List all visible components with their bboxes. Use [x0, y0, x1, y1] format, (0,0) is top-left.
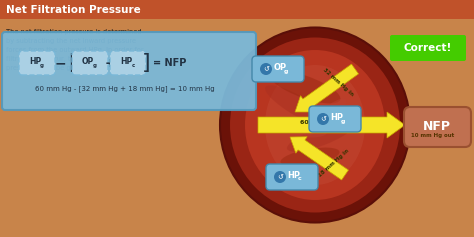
Text: g: g [40, 63, 44, 68]
Text: +: + [105, 56, 115, 69]
Text: HP: HP [120, 56, 132, 65]
FancyArrow shape [290, 137, 348, 180]
Text: 60 mm Hg - [32 mm Hg + 18 mm Hg] = 10 mm Hg: 60 mm Hg - [32 mm Hg + 18 mm Hg] = 10 mm… [35, 86, 215, 92]
Ellipse shape [265, 85, 335, 129]
Text: HP: HP [288, 170, 301, 179]
Text: HP: HP [29, 56, 41, 65]
FancyBboxPatch shape [19, 51, 55, 75]
Text: OP: OP [273, 63, 287, 72]
Text: 10 mm Hg out: 10 mm Hg out [411, 132, 455, 137]
Ellipse shape [220, 27, 410, 223]
FancyArrow shape [258, 112, 405, 138]
FancyArrow shape [405, 116, 460, 134]
Text: OP: OP [82, 56, 94, 65]
Ellipse shape [245, 50, 385, 200]
FancyBboxPatch shape [2, 32, 256, 110]
FancyArrow shape [295, 64, 358, 112]
Ellipse shape [287, 122, 353, 152]
FancyBboxPatch shape [72, 51, 108, 75]
Text: NFP: NFP [423, 120, 451, 133]
Text: ↺: ↺ [263, 66, 269, 72]
Ellipse shape [260, 63, 272, 75]
Ellipse shape [317, 113, 329, 125]
Text: ]: ] [142, 53, 150, 73]
FancyBboxPatch shape [266, 164, 318, 190]
Text: g: g [341, 118, 345, 123]
Text: g: g [284, 68, 288, 73]
Ellipse shape [274, 171, 286, 183]
Text: ↺: ↺ [277, 174, 283, 180]
FancyBboxPatch shape [110, 51, 146, 75]
Text: 18 mm Hg in: 18 mm Hg in [318, 148, 350, 178]
FancyBboxPatch shape [390, 35, 466, 61]
Ellipse shape [270, 71, 340, 104]
FancyBboxPatch shape [0, 0, 474, 19]
Text: 60 mm Hg out: 60 mm Hg out [300, 119, 350, 124]
FancyBboxPatch shape [252, 56, 304, 82]
FancyBboxPatch shape [404, 107, 471, 147]
Text: −: − [54, 56, 66, 70]
Text: HP: HP [330, 113, 344, 122]
Text: ↺: ↺ [320, 116, 326, 122]
Text: [: [ [68, 53, 76, 73]
Text: Correct!: Correct! [404, 43, 452, 53]
Text: = NFP: = NFP [153, 58, 187, 68]
Ellipse shape [265, 65, 365, 185]
Text: 32 mm Hg in: 32 mm Hg in [322, 67, 354, 97]
Ellipse shape [281, 148, 339, 166]
Ellipse shape [263, 117, 327, 137]
Ellipse shape [303, 98, 346, 136]
Text: Net Filtration Pressure: Net Filtration Pressure [6, 5, 141, 15]
Ellipse shape [230, 37, 400, 213]
Text: c: c [298, 177, 302, 182]
Text: g: g [93, 63, 97, 68]
Text: c: c [131, 63, 135, 68]
FancyBboxPatch shape [309, 106, 361, 132]
Text: The net filtration pressure is determined
by subtracting the net inward pressure: The net filtration pressure is determine… [6, 29, 144, 71]
